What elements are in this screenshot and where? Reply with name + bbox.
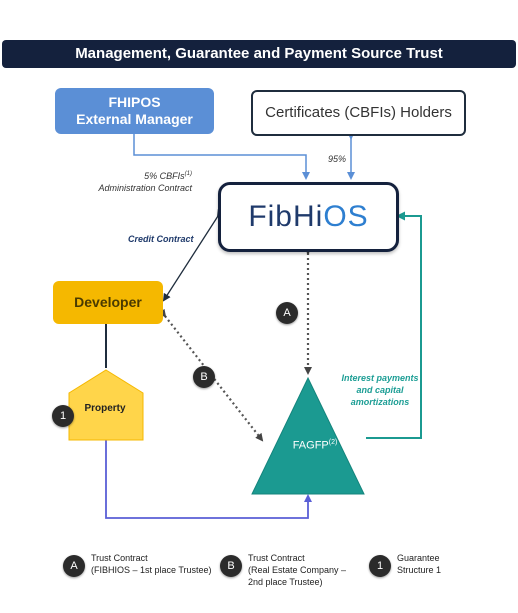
admin-contract-note: 5% CBFIs(1) Administration Contract xyxy=(98,171,192,193)
interest-connector xyxy=(366,211,422,439)
external-manager-box: FHIPOS External Manager xyxy=(55,88,214,134)
legend-badge-b: B xyxy=(220,555,242,577)
fibhios-box: FibHiOS xyxy=(218,182,399,252)
manager-connector xyxy=(133,134,310,180)
fibhios-logo: FibHiOS xyxy=(248,200,369,233)
external-manager-line2: External Manager xyxy=(76,111,193,127)
credit-contract-label: Credit Contract xyxy=(128,234,194,244)
badge-a: A xyxy=(276,302,298,324)
badge-1: 1 xyxy=(52,405,74,427)
property-label: Property xyxy=(84,403,126,414)
credit-connector xyxy=(162,208,225,302)
trust-b-connector xyxy=(158,308,264,442)
developer-box: Developer xyxy=(53,281,163,324)
holders-share-label: 95% xyxy=(328,154,347,164)
page-title: Management, Guarantee and Payment Source… xyxy=(2,40,516,68)
property-shape xyxy=(68,369,144,441)
interest-payments-label: Interest payments and capital amortizati… xyxy=(341,373,419,407)
property-fagfp-connector xyxy=(105,438,312,519)
external-manager-line1: FHIPOS xyxy=(108,94,161,110)
cbfi-holders-box: Certificates (CBFIs) Holders xyxy=(251,90,466,136)
fagfp-shape xyxy=(251,376,365,495)
legend-badge-1: 1 xyxy=(369,555,391,577)
fagfp-label: FAGFP(2) xyxy=(292,439,338,452)
legend-badge-a: A xyxy=(63,555,85,577)
legend-item-1: Guarantee Structure 1 xyxy=(397,553,442,575)
legend-item-b: Trust Contract (Real Estate Company – 2n… xyxy=(248,553,347,587)
legend-item-a: Trust Contract (FIBHIOS – 1st place Trus… xyxy=(91,553,212,575)
legend: A Trust Contract (FIBHIOS – 1st place Tr… xyxy=(0,548,518,598)
badge-b: B xyxy=(193,366,215,388)
